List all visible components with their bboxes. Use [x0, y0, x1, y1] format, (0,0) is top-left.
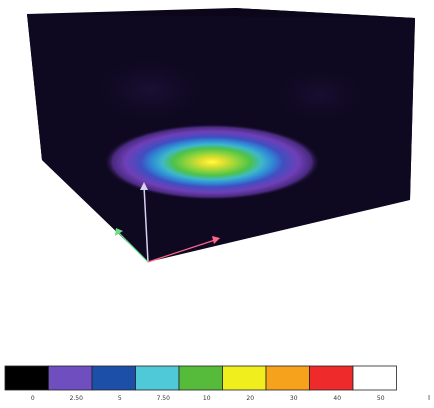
y-axis	[117, 231, 149, 263]
legend-swatch	[222, 365, 267, 391]
x-axis	[147, 239, 216, 263]
legend-swatch	[309, 365, 354, 391]
legend-label: 40	[333, 395, 342, 402]
legend-swatch	[178, 365, 223, 391]
wall-glow-right	[260, 60, 380, 130]
legend-label: 20	[246, 395, 255, 402]
legend-swatch	[265, 365, 310, 391]
legend-label: 5	[117, 395, 122, 402]
legend-label: 0	[30, 395, 35, 402]
heat-spot	[104, 124, 320, 200]
wall-glow-left	[80, 50, 220, 130]
legend-swatch	[4, 365, 49, 391]
legend-swatch	[135, 365, 180, 391]
legend-unit: I	[428, 394, 431, 402]
legend-label: 7.50	[156, 395, 170, 402]
legend-swatch	[48, 365, 93, 391]
vertical-axis-arrow	[140, 182, 148, 190]
legend-swatch	[91, 365, 136, 391]
legend-swatch	[352, 365, 397, 391]
legend-label: 50	[376, 395, 385, 402]
legend-label: 30	[289, 395, 298, 402]
vertical-axis	[143, 185, 149, 263]
legend-label: 10	[202, 395, 211, 402]
y-axis-arrow	[115, 228, 123, 236]
color-legend	[4, 365, 397, 391]
x-axis-arrow	[212, 236, 220, 244]
legend-label: 2.50	[69, 395, 83, 402]
